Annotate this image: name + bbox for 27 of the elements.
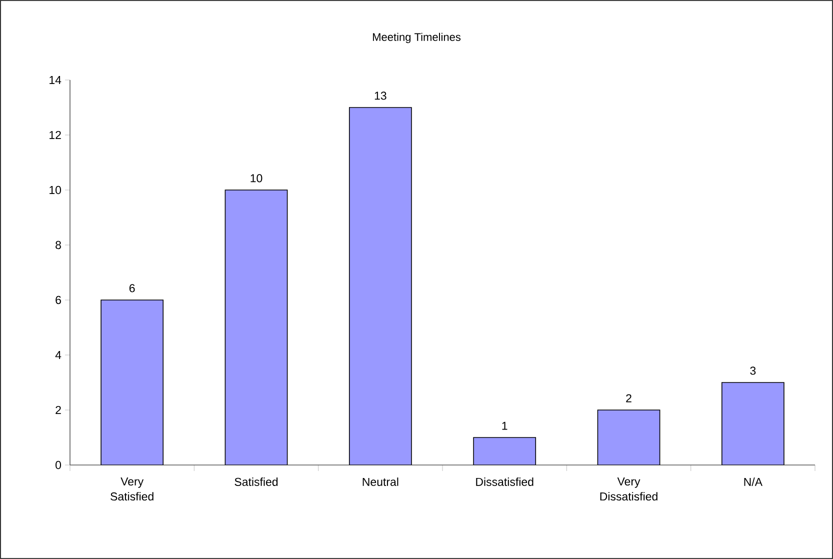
data-label: 1 <box>502 422 508 430</box>
y-tick-label: 14 <box>50 76 62 84</box>
data-label: 10 <box>250 174 262 182</box>
y-tick-label: 2 <box>56 406 61 414</box>
chart-title: Meeting Timelines <box>372 32 461 44</box>
x-tick-label: N/A <box>744 478 762 486</box>
bar <box>721 382 784 465</box>
data-label: 2 <box>626 394 632 402</box>
bar <box>597 410 660 465</box>
x-tick-label: Very Satisfied <box>110 478 154 501</box>
data-label: 3 <box>750 366 756 375</box>
y-tick-label: 10 <box>50 186 62 194</box>
y-tick-label: 6 <box>56 296 61 304</box>
y-tick-label: 8 <box>56 240 61 250</box>
bar <box>224 190 288 465</box>
bar <box>473 437 536 465</box>
bar <box>100 300 164 465</box>
data-label: 6 <box>129 284 135 292</box>
bar <box>348 107 412 465</box>
y-tick-label: 4 <box>55 351 62 359</box>
y-tick-label: 0 <box>56 460 62 470</box>
y-tick-label: 12 <box>50 130 61 140</box>
data-label: 13 <box>374 92 386 100</box>
x-tick-label: Very Dissatisfied <box>600 478 658 501</box>
x-tick-label: Neutral <box>362 478 398 486</box>
x-tick-label: Dissatisfied <box>476 478 534 486</box>
x-tick-label: Satisfied <box>234 478 278 486</box>
